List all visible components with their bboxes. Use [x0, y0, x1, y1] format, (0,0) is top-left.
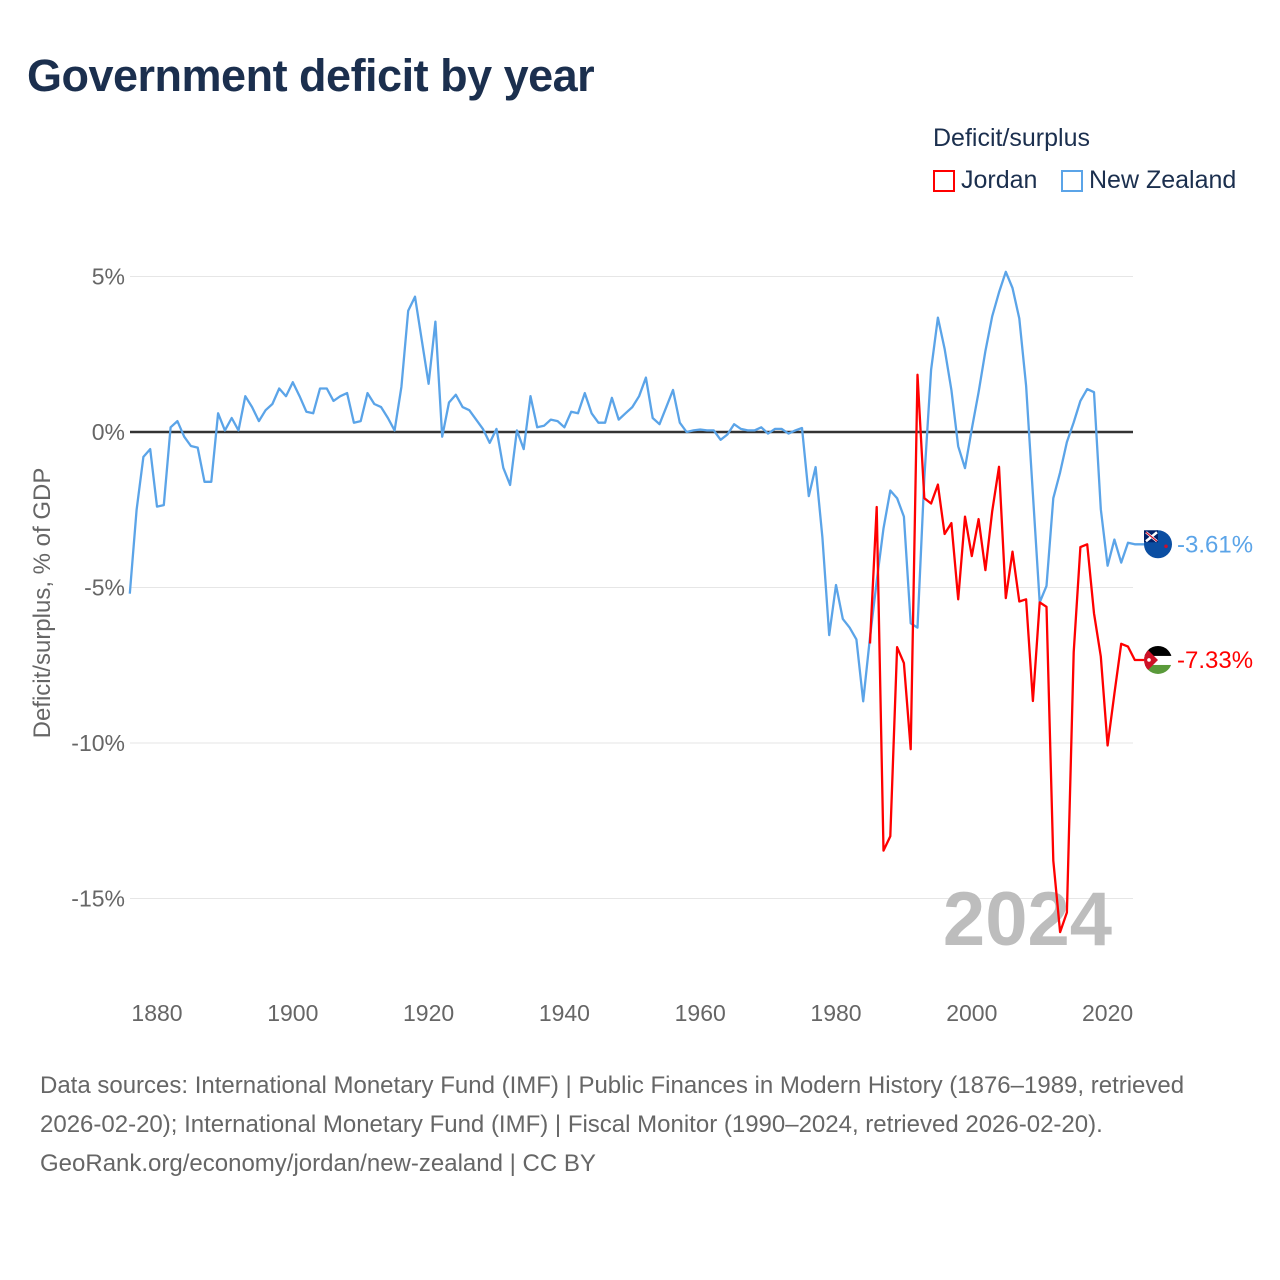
data-sources-text: Data sources: International Monetary Fun…: [40, 1072, 1185, 1138]
flag-cross-red: [1145, 531, 1158, 542]
end-label-new-zealand: -3.61%: [1177, 531, 1253, 558]
y-tick-label: -5%: [84, 575, 125, 601]
legend-item-jordan[interactable]: Jordan: [933, 166, 1037, 195]
legend-label-new-zealand: New Zealand: [1089, 166, 1237, 194]
y-tick-label: -10%: [71, 730, 125, 756]
x-tick-label: 2000: [946, 1000, 997, 1026]
year-watermark: 2024: [943, 877, 1112, 962]
legend-swatch-new-zealand: [1061, 169, 1083, 192]
flag-white: [1144, 655, 1172, 665]
y-tick-label: 0%: [92, 419, 125, 445]
x-tick-label: 1960: [675, 1000, 726, 1026]
y-tick-label: 5%: [92, 264, 125, 290]
flag-star: [1164, 544, 1168, 549]
y-axis-label: Deficit/surplus, % of GDP: [29, 468, 56, 739]
series-line-new-zealand: [128, 270, 1158, 703]
chart-title: Government deficit by year: [27, 50, 595, 101]
x-tick-label: 1980: [810, 1000, 861, 1026]
x-tick-label: 1900: [267, 1000, 318, 1026]
flag-triangle: [1144, 645, 1158, 674]
series-line-jordan: [868, 373, 1158, 934]
y-tick-label: -15%: [71, 886, 125, 912]
flag-green: [1144, 664, 1172, 674]
flag-black: [1144, 645, 1172, 656]
new-zealand-flag-icon: [1144, 530, 1172, 559]
source-link[interactable]: GeoRank.org/economy/jordan/new-zealand |…: [40, 1150, 596, 1177]
x-tick-label: 2020: [1082, 1000, 1133, 1026]
flag-body: [1144, 645, 1172, 674]
x-tick-label: 1880: [131, 1000, 182, 1026]
legend-label-jordan: Jordan: [961, 166, 1038, 194]
legend-swatch-jordan: [933, 169, 955, 192]
sources-footer: Data sources: International Monetary Fun…: [40, 1066, 1240, 1183]
jordan-flag-icon: [1144, 645, 1172, 674]
end-label-jordan: -7.33%: [1177, 647, 1253, 674]
flag-star: [1147, 658, 1151, 662]
legend-item-new-zealand[interactable]: New Zealand: [1061, 166, 1236, 195]
chart-svg: 5% 0% -5% -10% -15% 1880 1900 1920 1940 1960 1980 2…: [29, 264, 1253, 1027]
legend-title: Deficit/surplus: [933, 124, 1090, 152]
x-tick-label: 1940: [539, 1000, 590, 1026]
x-tick-label: 1920: [403, 1000, 454, 1026]
